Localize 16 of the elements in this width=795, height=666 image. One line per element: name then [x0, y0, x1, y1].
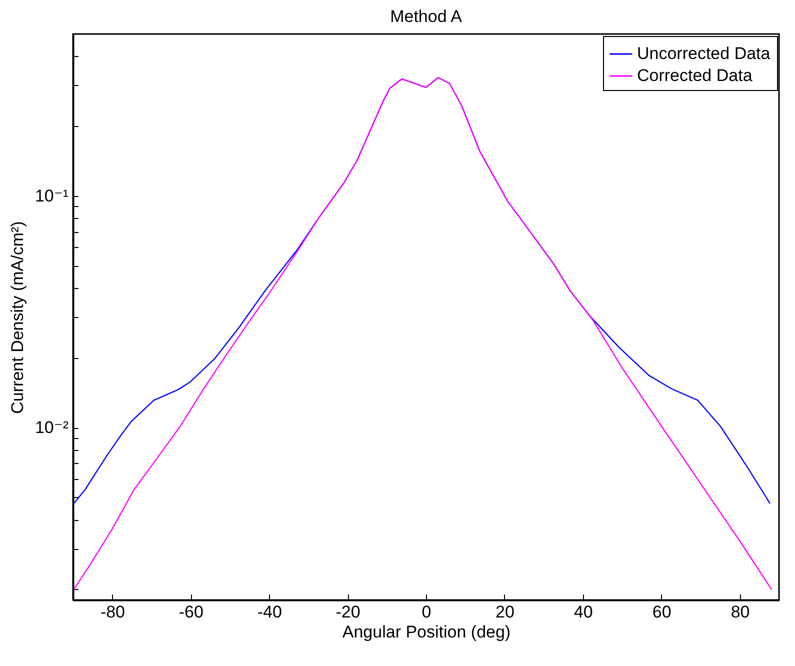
x-tick-label: -80 — [100, 602, 126, 622]
x-tick-label: 60 — [652, 602, 672, 622]
x-tick-label: 80 — [730, 602, 750, 622]
x-tick-label: -20 — [336, 602, 360, 622]
x-tick-label: -60 — [178, 602, 204, 622]
legend-label: Corrected Data — [637, 66, 753, 85]
x-tick-label: 0 — [422, 602, 432, 622]
y-tick-label: 10⁻¹ — [34, 186, 69, 206]
x-tick-label: 20 — [495, 602, 514, 622]
x-tick-label: -40 — [257, 602, 282, 622]
chart-title: Method A — [390, 7, 463, 26]
x-axis-title: Angular Position (deg) — [342, 622, 511, 642]
legend-label: Uncorrected Data — [637, 44, 771, 63]
x-tick-label: 40 — [574, 602, 593, 622]
y-tick-label: 10⁻² — [34, 418, 69, 438]
y-axis-title: Current Density (mA/cm²) — [8, 221, 27, 414]
